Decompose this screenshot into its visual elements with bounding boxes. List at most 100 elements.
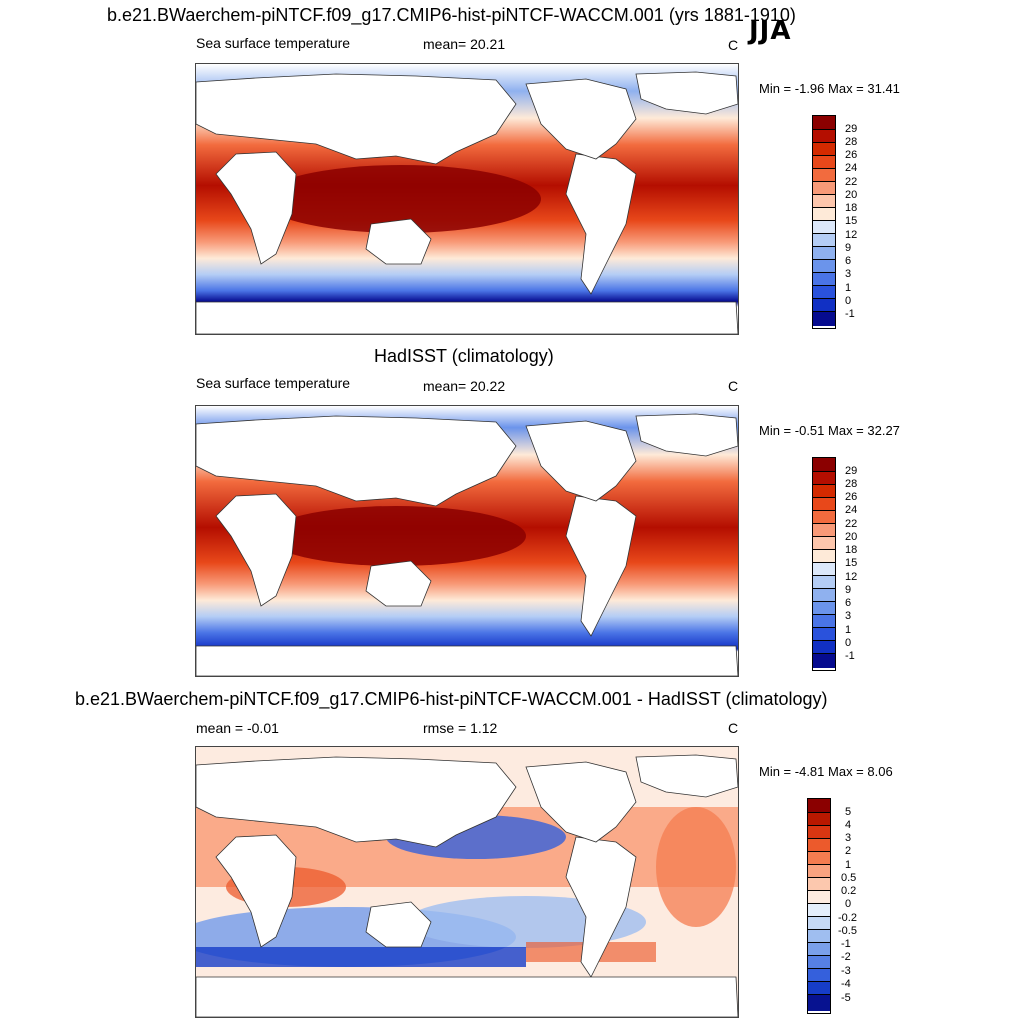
panel2-colorbar-swatch bbox=[813, 641, 835, 654]
panel1-colorbar-swatch bbox=[813, 273, 835, 286]
colorbar-tick-label: 22 bbox=[845, 176, 858, 188]
panel3-colorbar-swatch bbox=[808, 826, 830, 839]
panel1-title: b.e21.BWaerchem-piNTCF.f09_g17.CMIP6-his… bbox=[107, 5, 796, 25]
colorbar-tick-label: 5 bbox=[845, 806, 852, 818]
panel1-colorbar-swatch bbox=[813, 143, 835, 156]
panel2-variable-label: Sea surface temperature bbox=[196, 375, 351, 391]
colorbar-tick-label: 12 bbox=[845, 571, 858, 583]
panel3-map-graphic bbox=[196, 747, 738, 1017]
panel1-colorbar-swatch bbox=[813, 156, 835, 169]
panel1-mean-label: mean= 20.21 bbox=[423, 36, 506, 52]
colorbar-tick-label: -2 bbox=[841, 951, 851, 963]
panel3-title: b.e21.BWaerchem-piNTCF.f09_g17.CMIP6-his… bbox=[75, 689, 828, 709]
panel1-colorbar-swatch bbox=[813, 247, 835, 260]
colorbar-tick-label: -0.5 bbox=[838, 925, 857, 937]
panel1-colorbar-swatch bbox=[813, 234, 835, 247]
panel1-colorbar-swatch bbox=[813, 208, 835, 221]
colorbar-tick-label: 29 bbox=[845, 123, 858, 135]
panel2-map bbox=[195, 405, 739, 677]
panel1-minmax-label: Min = -1.96 Max = 31.41 bbox=[759, 81, 900, 96]
panel3-rmse-label: rmse = 1.12 bbox=[423, 720, 498, 736]
colorbar-tick-label: -4 bbox=[841, 978, 851, 990]
panel3-colorbar-swatch bbox=[808, 956, 830, 969]
panel3-colorbar-swatch bbox=[808, 891, 830, 904]
panel2-colorbar-swatch bbox=[813, 615, 835, 628]
panel1-colorbar bbox=[812, 115, 836, 329]
colorbar-tick-label: 26 bbox=[845, 491, 858, 503]
panel1-colorbar-swatch bbox=[813, 195, 835, 208]
panel3-map bbox=[195, 746, 739, 1018]
panel3-colorbar-swatch bbox=[808, 878, 830, 891]
colorbar-tick-label: 1 bbox=[845, 624, 852, 636]
colorbar-tick-label: 0 bbox=[845, 898, 852, 910]
colorbar-tick-label: 18 bbox=[845, 544, 858, 556]
panel1-colorbar-swatch bbox=[813, 116, 835, 130]
panel2-unit-label: C bbox=[728, 378, 739, 394]
panel3-colorbar-swatch bbox=[808, 799, 830, 813]
colorbar-tick-label: 28 bbox=[845, 478, 858, 490]
panel1-map-graphic bbox=[196, 64, 738, 334]
panel2-colorbar-swatch bbox=[813, 458, 835, 472]
panel2-colorbar-swatch bbox=[813, 472, 835, 485]
colorbar-tick-label: 29 bbox=[845, 465, 858, 477]
colorbar-tick-label: 20 bbox=[845, 189, 858, 201]
panel2-colorbar bbox=[812, 457, 836, 671]
panel2-colorbar-swatch bbox=[813, 576, 835, 589]
colorbar-tick-label: -1 bbox=[841, 938, 851, 950]
panel1-colorbar-swatch bbox=[813, 286, 835, 299]
panel3-colorbar-swatch bbox=[808, 995, 830, 1011]
panel2-colorbar-swatch bbox=[813, 602, 835, 615]
panel2-colorbar-swatch bbox=[813, 524, 835, 537]
panel2-colorbar-swatch bbox=[813, 563, 835, 576]
panel2-minmax-label: Min = -0.51 Max = 32.27 bbox=[759, 423, 900, 438]
colorbar-tick-label: 4 bbox=[845, 819, 852, 831]
colorbar-tick-label: 6 bbox=[845, 255, 852, 267]
panel3-colorbar-swatch bbox=[808, 904, 830, 917]
colorbar-tick-label: 1 bbox=[845, 282, 852, 294]
colorbar-tick-label: 0 bbox=[845, 637, 852, 649]
colorbar-tick-label: 18 bbox=[845, 202, 858, 214]
panel2-colorbar-swatch bbox=[813, 511, 835, 524]
panel3-colorbar-swatch bbox=[808, 917, 830, 930]
panel2-colorbar-swatch bbox=[813, 537, 835, 550]
panel1-colorbar-swatch bbox=[813, 130, 835, 143]
colorbar-tick-label: 15 bbox=[845, 557, 858, 569]
panel2-colorbar-swatch bbox=[813, 589, 835, 602]
panel3-colorbar-swatch bbox=[808, 982, 830, 995]
panel3-colorbar-swatch bbox=[808, 969, 830, 982]
colorbar-tick-label: 6 bbox=[845, 597, 852, 609]
colorbar-tick-label: 1 bbox=[845, 859, 852, 871]
panel1-colorbar-swatch bbox=[813, 169, 835, 182]
colorbar-tick-label: 15 bbox=[845, 215, 858, 227]
panel2-mean-label: mean= 20.22 bbox=[423, 378, 506, 394]
colorbar-tick-label: 24 bbox=[845, 504, 858, 516]
colorbar-tick-label: -3 bbox=[841, 965, 851, 977]
colorbar-tick-label: 0.2 bbox=[841, 885, 857, 897]
season-label: JJA bbox=[749, 16, 792, 46]
panel3-unit-label: C bbox=[728, 720, 739, 736]
panel2-colorbar-swatch bbox=[813, 485, 835, 498]
colorbar-tick-label: -1 bbox=[845, 308, 855, 320]
panel3-minmax-label: Min = -4.81 Max = 8.06 bbox=[759, 764, 893, 779]
panel1-colorbar-swatch bbox=[813, 312, 835, 326]
panel3-colorbar-swatch bbox=[808, 943, 830, 956]
panel2-colorbar-swatch bbox=[813, 628, 835, 641]
panel1-unit-label: C bbox=[728, 37, 739, 53]
colorbar-tick-label: 3 bbox=[845, 610, 852, 622]
colorbar-tick-label: -5 bbox=[841, 992, 851, 1004]
colorbar-tick-label: 0.5 bbox=[841, 872, 857, 884]
colorbar-tick-label: -0.2 bbox=[838, 912, 857, 924]
panel1-colorbar-swatch bbox=[813, 182, 835, 195]
panel1-colorbar-swatch bbox=[813, 221, 835, 234]
panel1-variable-label: Sea surface temperature bbox=[196, 35, 351, 51]
colorbar-tick-label: 22 bbox=[845, 518, 858, 530]
panel2-colorbar-swatch bbox=[813, 550, 835, 563]
colorbar-tick-label: -1 bbox=[845, 650, 855, 662]
colorbar-tick-label: 3 bbox=[845, 268, 852, 280]
panel3-colorbar-swatch bbox=[808, 813, 830, 826]
panel3-colorbar-swatch bbox=[808, 930, 830, 943]
panel2-colorbar-swatch bbox=[813, 654, 835, 668]
panel2-colorbar-swatch bbox=[813, 498, 835, 511]
colorbar-tick-label: 3 bbox=[845, 832, 852, 844]
colorbar-tick-label: 12 bbox=[845, 229, 858, 241]
